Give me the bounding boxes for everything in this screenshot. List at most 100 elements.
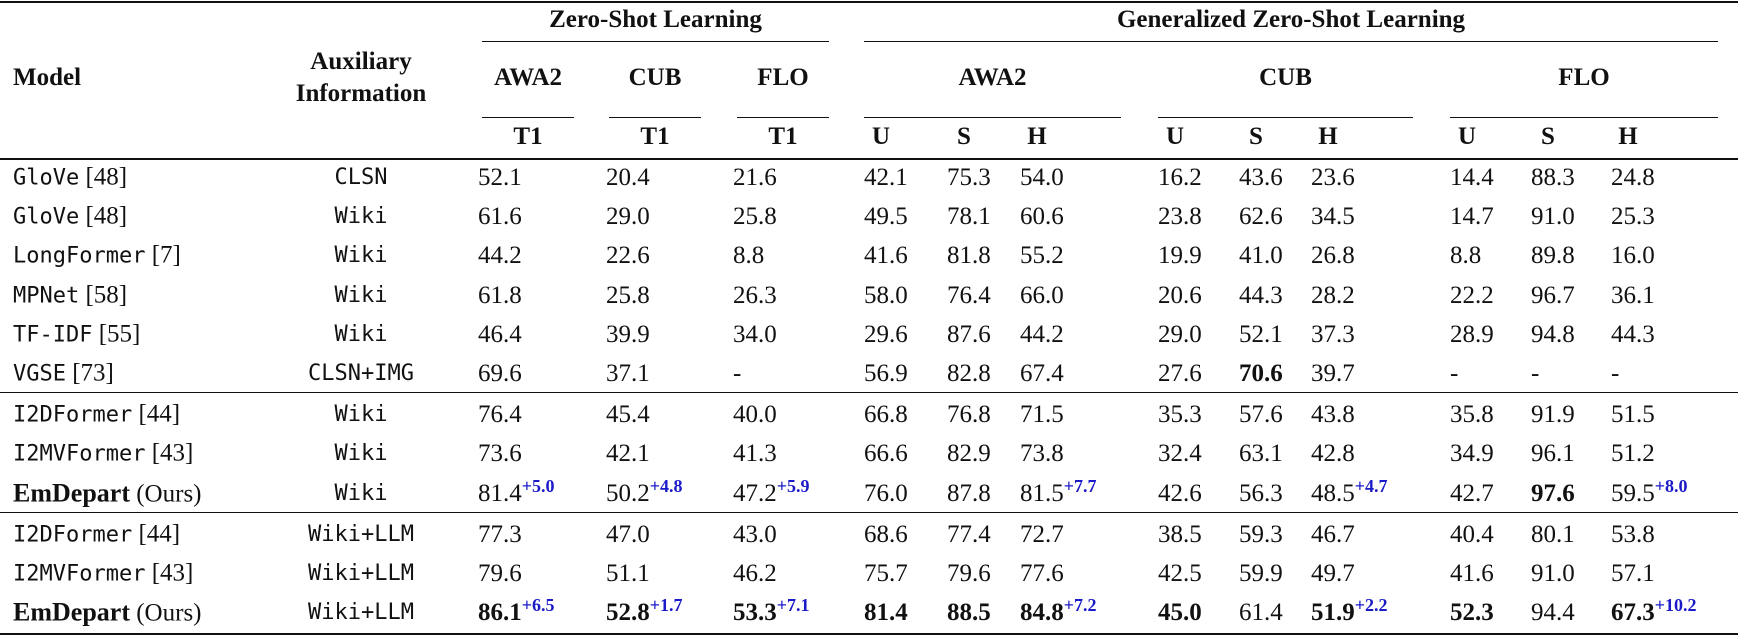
value-cell: 42.1 [864, 164, 908, 191]
metric-header: T1 [768, 123, 798, 150]
value-cell: 41.0 [1239, 242, 1283, 270]
value-cell: 29.0 [606, 203, 650, 231]
value-cell: 49.5 [864, 203, 908, 231]
value-cell: 97.6 [1531, 479, 1575, 509]
value-cell: 52.1 [478, 164, 522, 191]
gain: +7.7 [1063, 475, 1097, 496]
value-cell: 91.9 [1531, 401, 1575, 429]
gain: +1.7 [649, 595, 683, 616]
metric-header: U [871, 123, 891, 150]
value-cell: 46.4 [478, 320, 522, 348]
model-cell: I2DFormer [44] [13, 519, 180, 550]
value-cell: 86.1+6.5 [478, 596, 555, 628]
value-cell: 43.8 [1311, 401, 1355, 429]
value-cell: 75.7 [864, 560, 908, 587]
value-cell: 34.0 [733, 320, 777, 348]
aux-cell: Wiki+LLM [308, 600, 414, 626]
model-name: VGSE [13, 361, 66, 387]
value-cell: 96.7 [1531, 281, 1575, 309]
value-cell: 87.6 [947, 320, 991, 348]
value-cell: 75.3 [947, 164, 991, 191]
dataset-header: CUB [628, 64, 682, 91]
gain: +5.9 [776, 475, 810, 496]
value-cell: 43.6 [1239, 164, 1283, 191]
value-cell: - [733, 360, 742, 387]
model-name: I2MVFormer [13, 441, 146, 467]
value-cell: 25.3 [1611, 203, 1655, 231]
value-cell: 34.5 [1311, 203, 1355, 231]
value-cell: 78.1 [947, 203, 991, 231]
model-ref: [48] [85, 163, 128, 191]
value-cell: 61.6 [478, 203, 522, 231]
value-cell: 23.6 [1311, 164, 1355, 191]
value: 81.4 [478, 479, 522, 507]
value-cell: 44.2 [478, 242, 522, 270]
value-cell: 79.6 [478, 560, 522, 587]
rule [1158, 117, 1413, 118]
value-cell: 51.1 [606, 560, 650, 587]
value-cell: 49.7 [1311, 560, 1355, 587]
value-cell: 42.7 [1450, 479, 1494, 507]
value-cell: 52.1 [1239, 320, 1283, 348]
model-name: I2DFormer [13, 522, 133, 548]
value-cell: 81.5+7.7 [1020, 475, 1097, 509]
model-name: GloVe [13, 165, 80, 191]
value-cell: 73.6 [478, 440, 522, 468]
model-ref: [7] [151, 241, 181, 269]
value-cell: 94.8 [1531, 320, 1575, 348]
value-cell: 28.2 [1311, 281, 1355, 309]
value-cell: 56.9 [864, 360, 908, 387]
value-cell: 47.2+5.9 [733, 475, 810, 509]
value-cell: 80.1 [1531, 520, 1575, 548]
model-name: TF-IDF [13, 322, 93, 348]
value-cell: 61.8 [478, 281, 522, 309]
value-cell: 53.8 [1611, 520, 1655, 548]
value-cell: 82.9 [947, 440, 991, 468]
metric-header: U [1165, 123, 1185, 150]
value-cell: 66.6 [864, 440, 908, 468]
value-cell: 8.8 [733, 242, 765, 270]
value-cell: 72.7 [1020, 520, 1064, 548]
model-name: I2DFormer [13, 402, 133, 428]
metric-header: T1 [640, 123, 670, 150]
value-cell: 76.4 [947, 281, 991, 309]
value: 47.2 [733, 479, 777, 507]
value: 51.9 [1311, 599, 1355, 627]
gain: +10.2 [1654, 595, 1697, 616]
value-cell: 14.7 [1450, 203, 1494, 231]
value-cell: 63.1 [1239, 440, 1283, 468]
value-cell: 41.6 [1450, 560, 1494, 587]
value-cell: 51.2 [1611, 440, 1655, 468]
value-cell: 19.9 [1158, 242, 1202, 270]
value-cell: 84.8+7.2 [1020, 596, 1097, 628]
value-cell: 94.4 [1531, 599, 1575, 627]
value-cell: 38.5 [1158, 520, 1202, 548]
value-cell: 16.2 [1158, 164, 1202, 191]
value-cell: 26.3 [733, 281, 777, 309]
value-cell: 44.3 [1611, 320, 1655, 348]
model-cell: GloVe [48] [13, 202, 127, 233]
value-cell: 27.6 [1158, 360, 1202, 387]
value-cell: - [1450, 360, 1459, 387]
metric-header: S [1541, 123, 1555, 150]
value-cell: 55.2 [1020, 242, 1064, 270]
model-cell: GloVe [48] [13, 163, 127, 194]
value: 97.6 [1531, 479, 1575, 507]
column-header: Model [13, 64, 82, 91]
value-cell: 29.0 [1158, 320, 1202, 348]
value-cell: 67.3+10.2 [1611, 595, 1697, 628]
model-cell: LongFormer [7] [13, 241, 181, 272]
value-cell: 42.1 [606, 440, 650, 468]
model-cell: MPNet [58] [13, 280, 127, 311]
model-name: EmDepart [13, 597, 130, 627]
dataset-header: CUB [1259, 64, 1312, 91]
value-cell: 60.6 [1020, 203, 1064, 231]
rule [0, 392, 1738, 394]
value-cell: 59.3 [1239, 520, 1283, 548]
value-cell: 28.9 [1450, 320, 1494, 348]
rule [864, 41, 1718, 42]
value-cell: 81.4+5.0 [478, 477, 555, 509]
model-cell: EmDepart (Ours) [13, 478, 202, 509]
value-cell: 8.8 [1450, 242, 1482, 270]
model-name: MPNet [13, 283, 80, 309]
